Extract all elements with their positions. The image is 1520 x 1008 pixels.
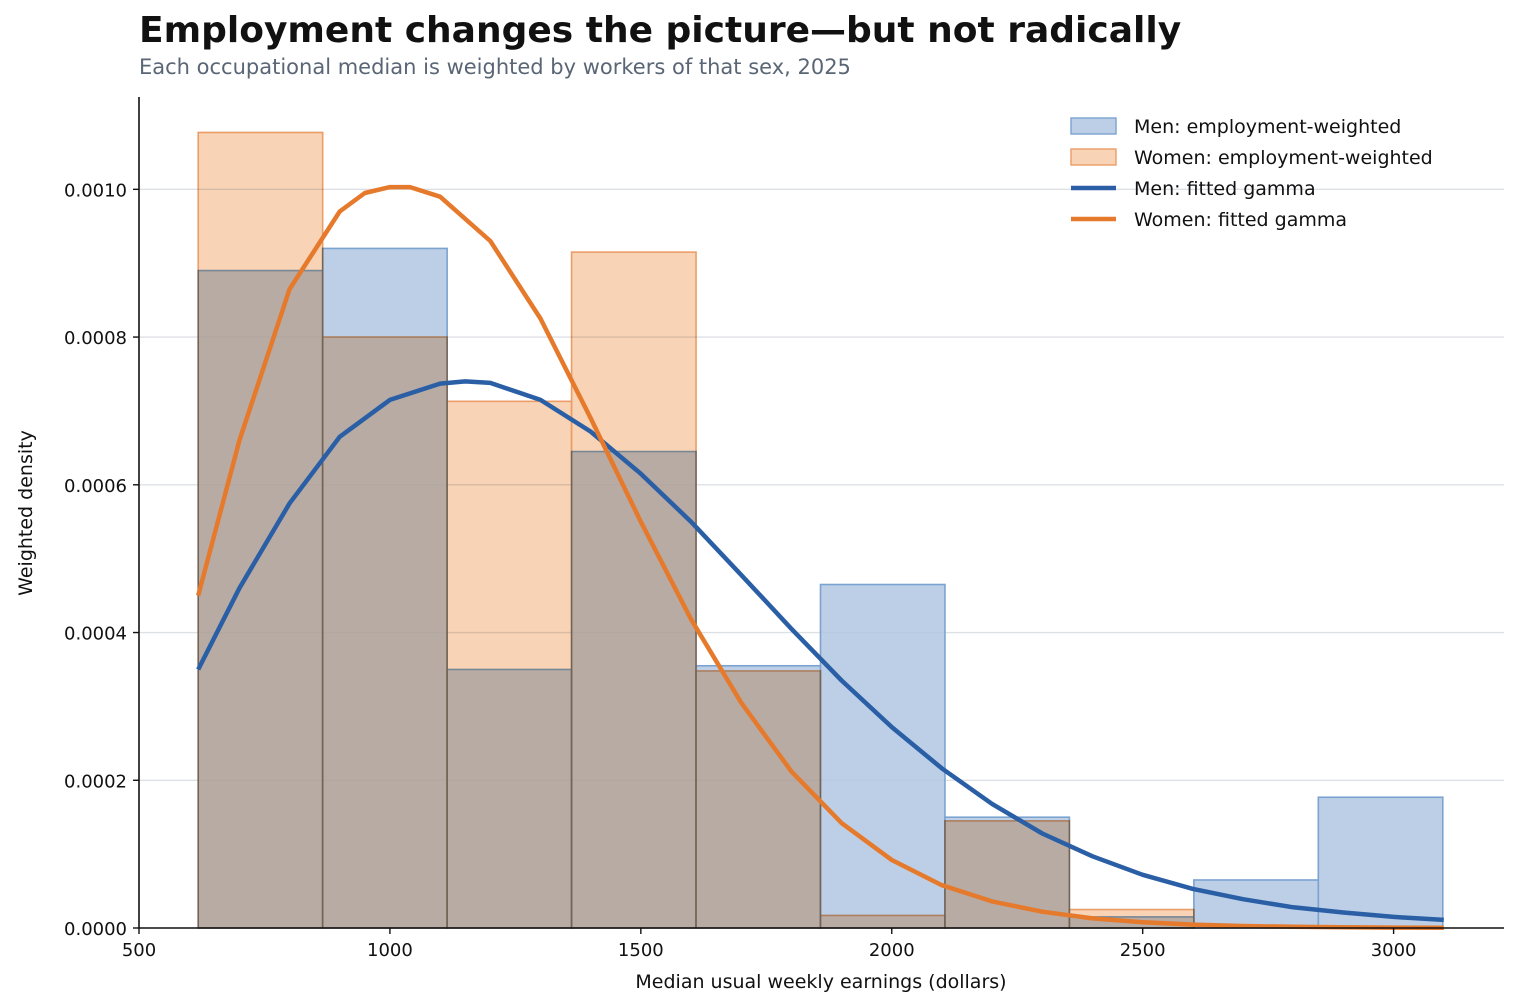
- fitted-curves: [196, 184, 1444, 931]
- y-axis-label: Weighted density: [15, 430, 37, 596]
- legend: Men: employment-weighted Women: employmen…: [1070, 116, 1433, 231]
- x-tick-label: 3000: [1371, 940, 1417, 961]
- women-histogram-bar: [446, 400, 573, 929]
- legend-swatch: [1070, 117, 1117, 135]
- women-histogram-bar: [819, 914, 946, 929]
- men-histogram-bar: [1193, 879, 1320, 929]
- x-tick-label: 2000: [869, 940, 915, 961]
- legend-label: Women: fitted gamma: [1134, 209, 1347, 231]
- legend-label: Women: employment-weighted: [1134, 147, 1433, 169]
- y-tick-label: 0.0010: [64, 180, 127, 201]
- women-histogram-bar: [695, 670, 822, 929]
- chart-subtitle: Each occupational median is weighted by …: [139, 55, 851, 79]
- y-tick-label: 0.0008: [64, 328, 127, 349]
- legend-swatch: [1070, 148, 1117, 166]
- x-tick-label: 1000: [367, 940, 413, 961]
- x-tick-label: 1500: [618, 940, 664, 961]
- men-histogram-bar: [1317, 796, 1444, 929]
- women-fitted-gamma-line: [196, 184, 1444, 931]
- y-tick-label: 0.0004: [64, 624, 127, 645]
- chart-title: Employment changes the picture—but not r…: [139, 10, 1182, 51]
- women-histogram-bar: [321, 336, 448, 929]
- legend-label: Men: employment-weighted: [1134, 116, 1401, 138]
- men-fitted-gamma-line: [196, 379, 1444, 923]
- x-axis-label: Median usual weekly earnings (dollars): [635, 971, 1006, 993]
- women-histogram-bar: [197, 131, 324, 929]
- y-ticks: 0.0000 0.0002 0.0004 0.0006 0.0008 0.0010: [64, 180, 139, 940]
- y-tick-label: 0.0006: [64, 476, 127, 497]
- legend-label: Men: fitted gamma: [1134, 178, 1316, 200]
- x-tick-label: 500: [122, 940, 156, 961]
- x-tick-label: 2500: [1120, 940, 1166, 961]
- y-tick-label: 0.0002: [64, 771, 127, 792]
- axes: [138, 97, 1504, 929]
- x-ticks: 500 1000 1500 2000 2500 3000: [122, 928, 1417, 961]
- y-tick-label: 0.0000: [64, 919, 127, 940]
